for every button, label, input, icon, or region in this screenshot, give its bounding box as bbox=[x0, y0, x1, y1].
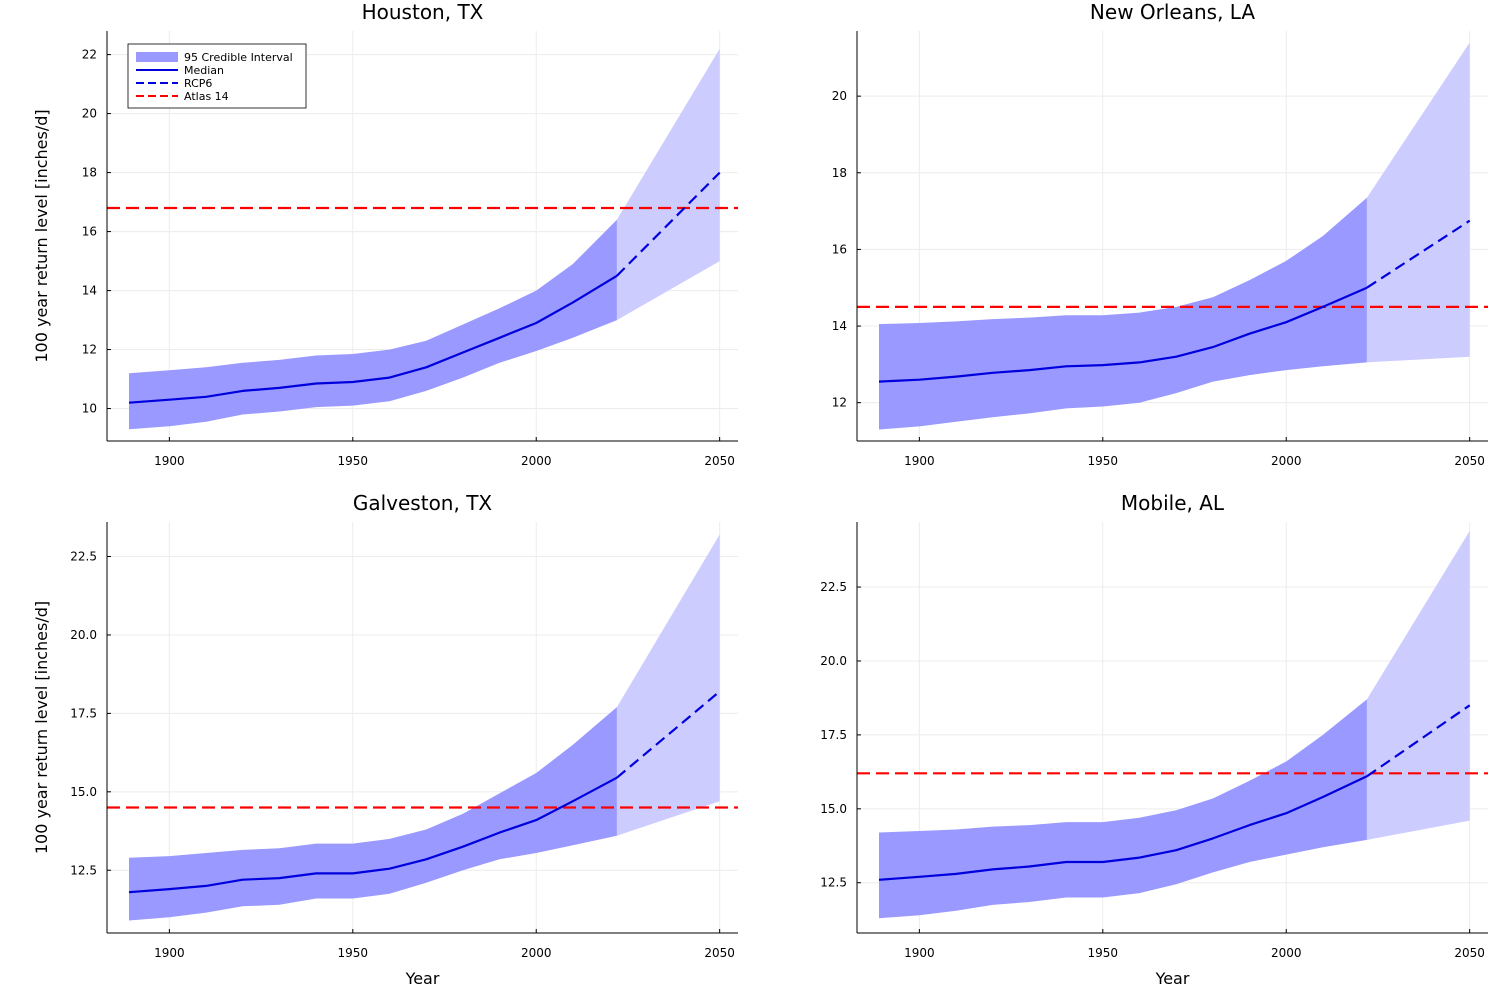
chart-title: Galveston, TX bbox=[353, 491, 493, 515]
legend-swatch-credible bbox=[136, 52, 178, 62]
y-tick-label: 22.5 bbox=[820, 580, 847, 594]
x-tick-label: 1950 bbox=[1088, 946, 1119, 960]
rcp6-projection-line bbox=[616, 690, 721, 779]
projection-credible-band bbox=[1366, 530, 1470, 840]
median-line bbox=[878, 286, 1368, 383]
chart-title: Mobile, AL bbox=[1121, 491, 1225, 515]
historical-credible-band bbox=[129, 219, 617, 430]
y-tick-label: 20.0 bbox=[820, 654, 847, 668]
y-tick-label: 12.5 bbox=[70, 863, 97, 877]
legend-label: Median bbox=[184, 64, 224, 77]
legend-label: RCP6 bbox=[184, 77, 212, 90]
historical-credible-band bbox=[879, 699, 1367, 919]
x-tick-label: 1900 bbox=[904, 946, 935, 960]
y-tick-label: 20 bbox=[82, 107, 97, 121]
x-axis-label: Year bbox=[405, 969, 440, 988]
chart-panel-2: 1900 1950 2000 2050 12 14 16 18 20 New Orleans, L… bbox=[832, 0, 1488, 468]
y-tick-label: 17.5 bbox=[820, 728, 847, 742]
y-tick-label: 12 bbox=[82, 343, 97, 357]
chart-panel-1: 1900 1950 2000 2050 10 12 14 16 18 20 22 Houston, T… bbox=[32, 0, 738, 468]
chart-panel-3: 1900 1950 2000 2050 12.5 15.0 17.5 20.0 22.5 Galv… bbox=[32, 491, 738, 988]
x-tick-label: 2000 bbox=[1271, 454, 1302, 468]
median-line bbox=[128, 274, 618, 404]
y-tick-label: 22 bbox=[82, 48, 97, 62]
chart-title: New Orleans, LA bbox=[1090, 0, 1255, 24]
projection-credible-band bbox=[1366, 42, 1470, 363]
x-tick-label: 1950 bbox=[338, 946, 369, 960]
y-tick-label: 15.0 bbox=[70, 785, 97, 799]
x-tick-label: 2050 bbox=[1454, 454, 1485, 468]
projection-credible-band bbox=[616, 534, 720, 836]
median-line bbox=[878, 775, 1368, 881]
y-axis-label: 100 year return level [inches/d] bbox=[32, 109, 51, 362]
x-tick-label: 1950 bbox=[338, 454, 369, 468]
median-line bbox=[128, 776, 618, 894]
x-tick-label: 1900 bbox=[154, 946, 185, 960]
y-tick-label: 15.0 bbox=[820, 802, 847, 816]
x-tick-label: 2050 bbox=[704, 454, 735, 468]
y-tick-label: 20 bbox=[832, 89, 847, 103]
y-axis-label: 100 year return level [inches/d] bbox=[32, 601, 51, 854]
x-tick-label: 2050 bbox=[704, 946, 735, 960]
rcp6-projection-line bbox=[1366, 704, 1471, 778]
rcp6-projection-line bbox=[1366, 219, 1471, 289]
y-tick-label: 14 bbox=[832, 319, 847, 333]
y-tick-label: 18 bbox=[832, 166, 847, 180]
x-tick-label: 1900 bbox=[154, 454, 185, 468]
x-tick-label: 1900 bbox=[904, 454, 935, 468]
projection-credible-band bbox=[616, 48, 720, 321]
x-tick-label: 2000 bbox=[521, 454, 552, 468]
y-tick-label: 12.5 bbox=[820, 876, 847, 890]
y-tick-label: 14 bbox=[82, 284, 97, 298]
chart-panel-4: 1900 1950 2000 2050 12.5 15.0 17.5 20.0 22.5 Mobi… bbox=[820, 491, 1488, 988]
historical-credible-band bbox=[879, 197, 1367, 430]
y-tick-label: 18 bbox=[82, 166, 97, 180]
y-tick-label: 12 bbox=[832, 396, 847, 410]
y-tick-label: 16 bbox=[832, 242, 847, 256]
x-tick-label: 1950 bbox=[1088, 454, 1119, 468]
x-tick-label: 2000 bbox=[1271, 946, 1302, 960]
x-tick-label: 2000 bbox=[521, 946, 552, 960]
rcp6-projection-line bbox=[616, 171, 721, 277]
chart-title: Houston, TX bbox=[362, 0, 484, 24]
y-tick-label: 10 bbox=[82, 402, 97, 416]
x-tick-label: 2050 bbox=[1454, 946, 1485, 960]
historical-credible-band bbox=[129, 707, 617, 921]
legend-label: 95 Credible Interval bbox=[184, 51, 293, 64]
y-tick-label: 17.5 bbox=[70, 706, 97, 720]
y-tick-label: 20.0 bbox=[70, 628, 97, 642]
y-tick-label: 22.5 bbox=[70, 550, 97, 564]
x-axis-label: Year bbox=[1155, 969, 1190, 988]
y-tick-label: 16 bbox=[82, 225, 97, 239]
legend-label: Atlas 14 bbox=[184, 90, 229, 103]
